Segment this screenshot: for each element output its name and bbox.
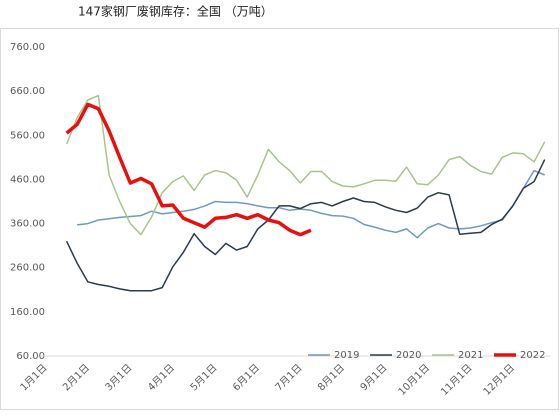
x-tick-label: 6月1日 [230,362,262,394]
chart-title: 147家钢厂废钢库存：全国 （万吨） [78,4,273,19]
series-line [65,102,312,237]
x-tick-label: 7月1日 [273,362,305,394]
x-tick-label: 8月1日 [315,362,347,394]
x-tick-label: 4月1日 [145,362,177,394]
legend-label: 2019 [334,350,359,361]
legend-label: 2022 [520,350,545,361]
y-tick-label: 460.00 [10,174,45,185]
x-tick-label: 2月1日 [60,362,92,394]
x-tick-label: 9月1日 [358,362,390,394]
y-tick-label: 660.00 [10,86,45,97]
y-tick-label: 60.00 [16,351,45,362]
y-tick-label: 760.00 [10,42,45,53]
x-tick-label: 10月1日 [396,362,432,398]
y-tick-label: 560.00 [10,130,45,141]
x-tick-label: 1月1日 [18,362,50,394]
series-line [65,94,546,236]
y-tick-label: 160.00 [10,307,45,318]
legend-label: 2021 [458,350,483,361]
x-tick-label: 5月1日 [188,362,220,394]
x-tick-label: 3月1日 [103,362,135,394]
series-line [65,159,546,292]
series-line [77,169,545,239]
x-tick-label: 12月1日 [481,362,517,398]
legend-label: 2020 [396,350,421,361]
chart-frame [0,28,559,410]
x-tick-label: 11月1日 [438,362,474,398]
y-tick-label: 360.00 [10,219,45,230]
y-tick-label: 260.00 [10,263,45,274]
